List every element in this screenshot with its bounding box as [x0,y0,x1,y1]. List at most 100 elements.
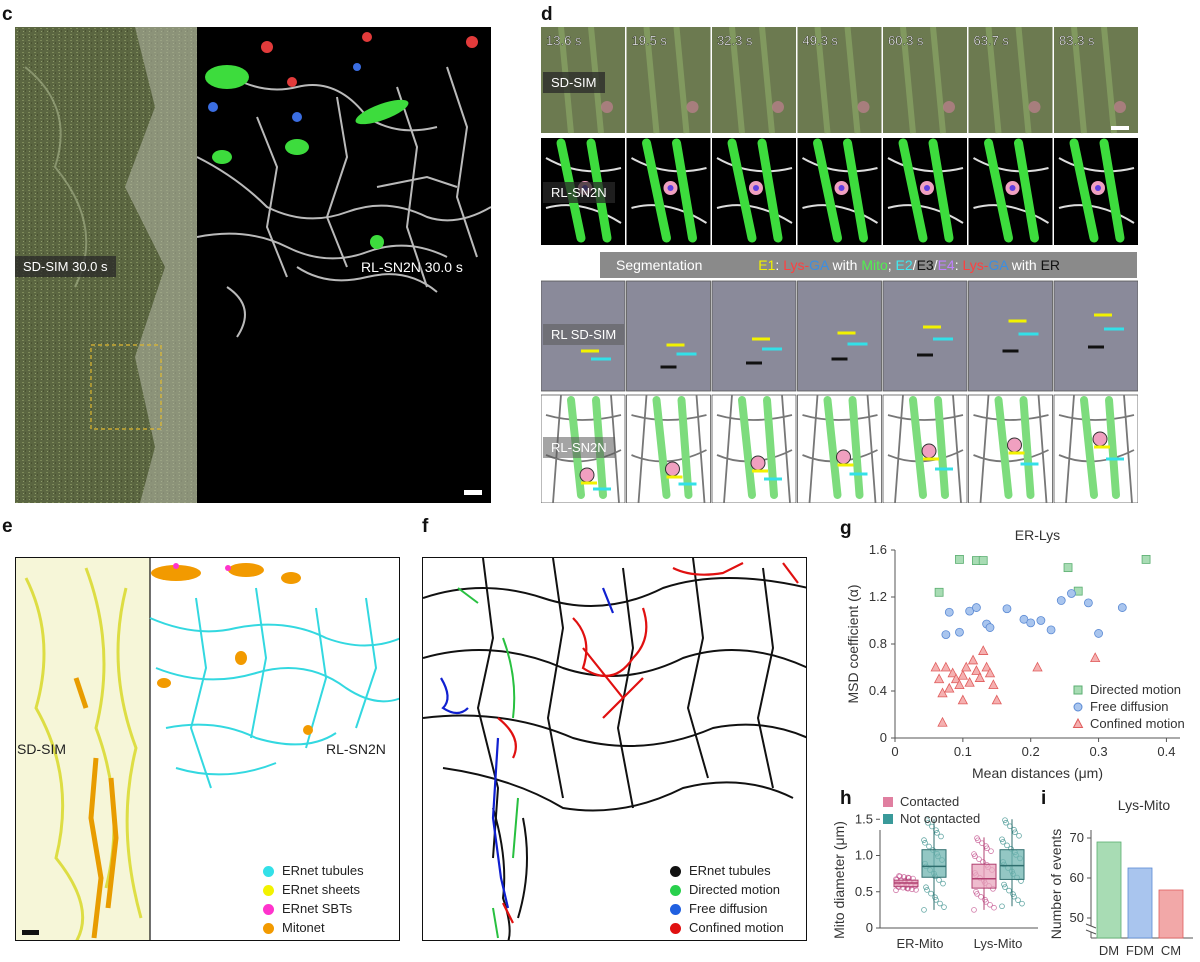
tile-sdsim-4 [883,26,967,134]
panel-d-rlsn2n-label: RL-SN2N [543,182,615,203]
point-free [1002,604,1012,614]
seg-slash1: / [912,257,917,273]
tile-streak [1015,26,1032,134]
tile-er [1058,394,1135,504]
tile-sdsim-1 [626,26,711,134]
tile-bg [797,281,882,391]
y-tick-label: 0.8 [869,636,887,651]
legend-swatch-1 [883,814,893,824]
timestamp-3: 49.3 s [803,33,839,48]
tile-er [973,157,1050,224]
tile-mito [843,138,868,243]
f-free-swatch [670,904,681,916]
tile-ga [667,185,674,191]
legend-label-1: Not contacted [900,811,980,826]
panel-c-rlsn2n-label: RL-SN2N 30.0 s [361,259,463,275]
panel-d-timelapse-grid: 13.6 s 19.5 s 32.3 s 49.3 s 60.3 s 63.7 s 83.3… [540,26,1139,504]
panel-f-legend-directed: Directed motion [670,882,780,897]
tile-ga [924,185,930,191]
tile-lys [750,455,766,471]
y-tick-label: 1.0 [855,848,873,863]
tile-mito [848,396,864,499]
point-free [1036,616,1046,625]
seg-ga1: GA [809,257,829,273]
scatter-chart-er-lys: ER-Lys 0 0.1 0.2 0.3 0.4 0 0.4 0.8 1.2 1.6 Mean dis… [845,527,1185,781]
panel-d-sdsim-label: SD-SIM [543,72,605,93]
point-confined [1090,652,1101,662]
tile-lys [857,101,870,113]
jitter-point [926,843,932,850]
point-confined [961,661,972,672]
tile-sdsim-2 [712,26,796,134]
point-free [944,607,954,617]
tile-sdsim-5 [968,26,1053,134]
tile-streak [1101,26,1117,134]
tile-streak [900,26,916,134]
f-tubules-swatch [670,866,681,878]
tile-seg-1 [626,394,711,504]
tile-ga [838,185,845,191]
point-confined [957,669,969,680]
y-axis-label: MSD coefficient (α) [845,584,861,703]
tile-seg-6 [1053,394,1139,504]
jitter-point [988,848,994,854]
point-confined [988,679,999,690]
point-free [1019,614,1029,624]
jitter-point [941,904,947,910]
tile-lys [686,101,699,113]
tile-bg [712,27,796,133]
jitter-point [974,835,980,841]
jitter-point [938,833,944,840]
tile-mito [984,138,1013,243]
scale-bar [1111,126,1129,130]
panel-e-left-label: SD-SIM [17,741,66,757]
tile-rlsn2n-4 [883,138,967,245]
legend-label-1: Free diffusion [1090,699,1169,714]
point-confined [964,676,975,687]
tile-mito [1105,396,1120,499]
tile-ga [753,185,759,191]
point-confined [937,716,948,727]
seg-semi: ; [887,257,896,273]
jitter-point [991,904,997,911]
jitter-point [940,880,946,887]
tile-bg [712,281,796,391]
tile-er [545,394,622,504]
chart-title: ER-Lys [1015,527,1060,543]
seg-ga2: GA [988,257,1008,273]
tile-mito [677,396,693,499]
jitter-point [1010,891,1016,897]
point-confined [930,661,941,672]
tile-lys [579,467,595,483]
tile-rlsdsim-2 [711,280,797,392]
point-free [1056,596,1066,605]
seg-e2: E2 [895,257,913,273]
tubules-swatch [263,866,274,878]
timestamp-1: 19.5 s [632,33,668,48]
point-confined [947,667,958,678]
legend-f-label-2: Free diffusion [689,901,768,916]
jitter-point [999,836,1005,843]
tile-bg [626,27,711,133]
legend-label-0: Contacted [900,794,959,809]
tile-mito [928,138,954,243]
panel-label-e: e [2,516,13,537]
y-tick-label: 70 [1070,830,1084,845]
tile-mito [1080,396,1098,499]
panel-e-legend-sheets: ERnet sheets [263,882,360,897]
f-directed-swatch [670,885,681,897]
tile-lys [1114,101,1126,113]
tile-bg [1054,27,1138,133]
seg-slash2: / [933,257,938,273]
tile-mito [994,396,1013,499]
legend-e-label-3: Mitonet [282,920,325,935]
tile-border [882,280,968,392]
seg-dash2: - [983,257,989,273]
point-confined [944,682,955,693]
point-free [1046,625,1056,635]
point-confined [991,694,1002,705]
legend-label-0: Directed motion [1090,682,1181,697]
tile-streak [673,26,690,134]
tile-lys [943,101,955,113]
tile-bg [883,281,967,391]
